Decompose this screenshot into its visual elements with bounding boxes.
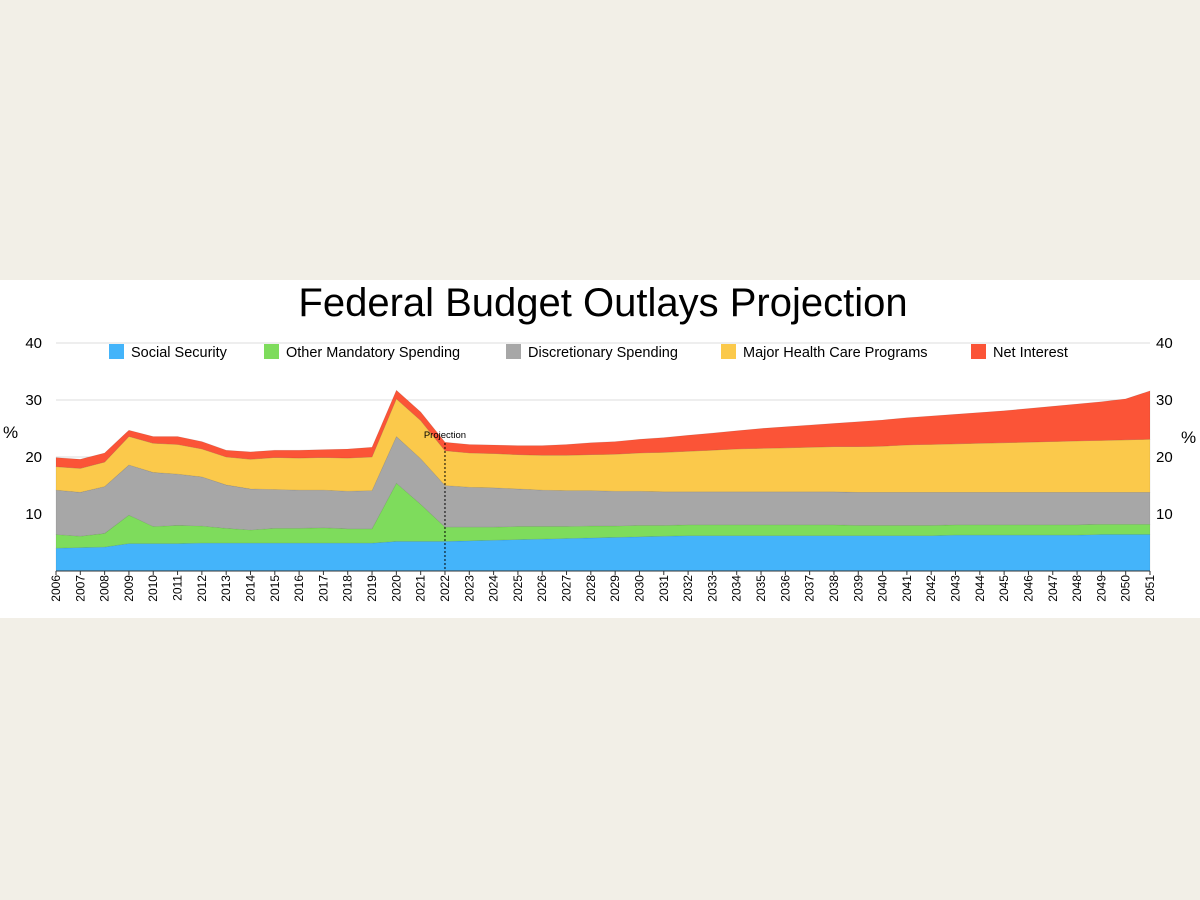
chart-panel: Federal Budget Outlays Projection Projec… [0, 280, 1200, 618]
x-tick-2024: 2024 [487, 575, 501, 602]
legend-swatch-other-mandatory-spending [264, 344, 279, 359]
y-tick-left-30: 30 [25, 392, 42, 409]
chart-title: Federal Budget Outlays Projection [298, 281, 907, 325]
x-tick-2038: 2038 [827, 575, 841, 602]
chart: Federal Budget Outlays Projection Projec… [3, 281, 1196, 602]
x-tick-2041: 2041 [900, 575, 914, 602]
x-tick-2039: 2039 [851, 575, 865, 602]
x-tick-2031: 2031 [657, 575, 671, 602]
legend-swatch-major-health-care-programs [721, 344, 736, 359]
x-tick-2046: 2046 [1021, 575, 1035, 602]
legend-label-net-interest: Net Interest [993, 345, 1068, 361]
projection-marker: Projection [424, 430, 466, 571]
x-tick-2011: 2011 [171, 575, 185, 601]
x-tick-2018: 2018 [341, 575, 355, 602]
x-tick-2007: 2007 [73, 575, 87, 602]
legend-swatch-discretionary-spending [506, 344, 521, 359]
x-tick-2043: 2043 [949, 575, 963, 602]
x-tick-2017: 2017 [316, 575, 330, 602]
y-tick-left-40: 40 [25, 335, 42, 352]
x-tick-2051: 2051 [1143, 575, 1157, 602]
x-tick-2050: 2050 [1119, 575, 1133, 602]
legend-swatch-social-security [109, 344, 124, 359]
x-tick-2033: 2033 [705, 575, 719, 602]
x-tick-2028: 2028 [584, 575, 598, 602]
area-other-mandatory-spending [55, 482, 1151, 549]
y-tick-right-10: 10 [1156, 506, 1173, 523]
x-tick-2049: 2049 [1094, 575, 1108, 602]
x-tick-2010: 2010 [146, 575, 160, 602]
x-tick-2009: 2009 [122, 575, 136, 602]
legend-label-major-health-care-programs: Major Health Care Programs [743, 345, 928, 361]
x-tick-2032: 2032 [681, 575, 695, 602]
x-tick-2008: 2008 [98, 575, 112, 602]
y-tick-right-20: 20 [1156, 449, 1173, 466]
x-tick-2014: 2014 [243, 575, 257, 602]
x-tick-2037: 2037 [803, 575, 817, 602]
y-axis-unit-right: % [1181, 428, 1196, 447]
legend-label-discretionary-spending: Discretionary Spending [528, 345, 678, 361]
stacked-areas [55, 389, 1151, 572]
legend-swatch-net-interest [971, 344, 986, 359]
x-tick-2006: 2006 [49, 575, 63, 602]
x-tick-2012: 2012 [195, 575, 209, 602]
x-tick-2021: 2021 [414, 575, 428, 602]
x-tick-2042: 2042 [924, 575, 938, 602]
y-tick-right-40: 40 [1156, 335, 1173, 352]
x-tick-2034: 2034 [730, 575, 744, 602]
legend-label-social-security: Social Security [131, 345, 228, 361]
y-tick-left-10: 10 [25, 506, 42, 523]
x-tick-2045: 2045 [997, 575, 1011, 602]
x-tick-2035: 2035 [754, 575, 768, 602]
x-tick-2025: 2025 [511, 575, 525, 602]
x-tick-2023: 2023 [462, 575, 476, 602]
x-tick-2036: 2036 [778, 575, 792, 602]
area-discretionary-spending [55, 435, 1151, 537]
x-tick-2026: 2026 [535, 575, 549, 602]
area-major-health-care-programs [55, 398, 1151, 493]
x-tick-2048: 2048 [1070, 575, 1084, 602]
x-tick-2044: 2044 [973, 575, 987, 602]
x-tick-2029: 2029 [608, 575, 622, 602]
legend-label-other-mandatory-spending: Other Mandatory Spending [286, 345, 460, 361]
area-net-interest [55, 389, 1151, 469]
x-tick-2022: 2022 [438, 575, 452, 602]
y-tick-left-20: 20 [25, 449, 42, 466]
y-axis-unit-left: % [3, 423, 18, 442]
x-tick-2020: 2020 [389, 575, 403, 602]
x-tick-2013: 2013 [219, 575, 233, 602]
x-tick-2040: 2040 [876, 575, 890, 602]
projection-label: Projection [424, 430, 466, 441]
x-tick-2047: 2047 [1046, 575, 1060, 602]
x-tick-2019: 2019 [365, 575, 379, 602]
x-tick-2016: 2016 [292, 575, 306, 602]
y-tick-right-30: 30 [1156, 392, 1173, 409]
legend: Social Security Other Mandatory Spending D… [109, 344, 1068, 361]
x-tick-2027: 2027 [560, 575, 574, 602]
x-tick-2030: 2030 [632, 575, 646, 602]
x-tick-2015: 2015 [268, 575, 282, 602]
